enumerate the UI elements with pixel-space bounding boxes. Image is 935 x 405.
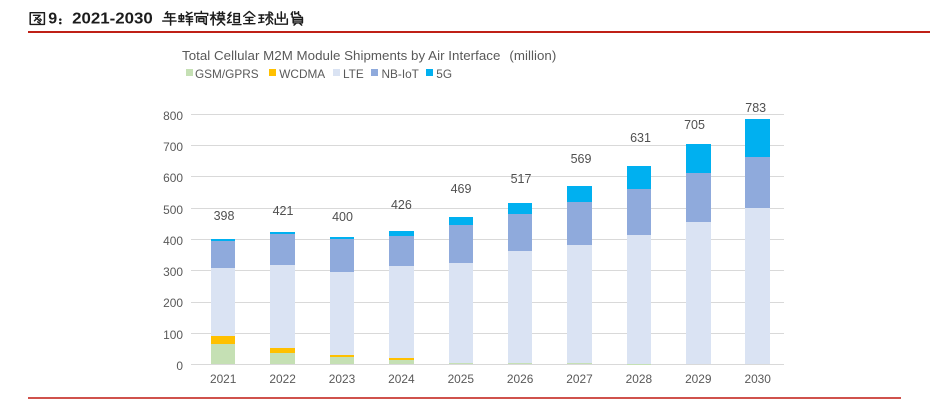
svg-text:9: 9 [48, 10, 57, 27]
svg-text:2021-2030: 2021-2030 [72, 10, 153, 27]
